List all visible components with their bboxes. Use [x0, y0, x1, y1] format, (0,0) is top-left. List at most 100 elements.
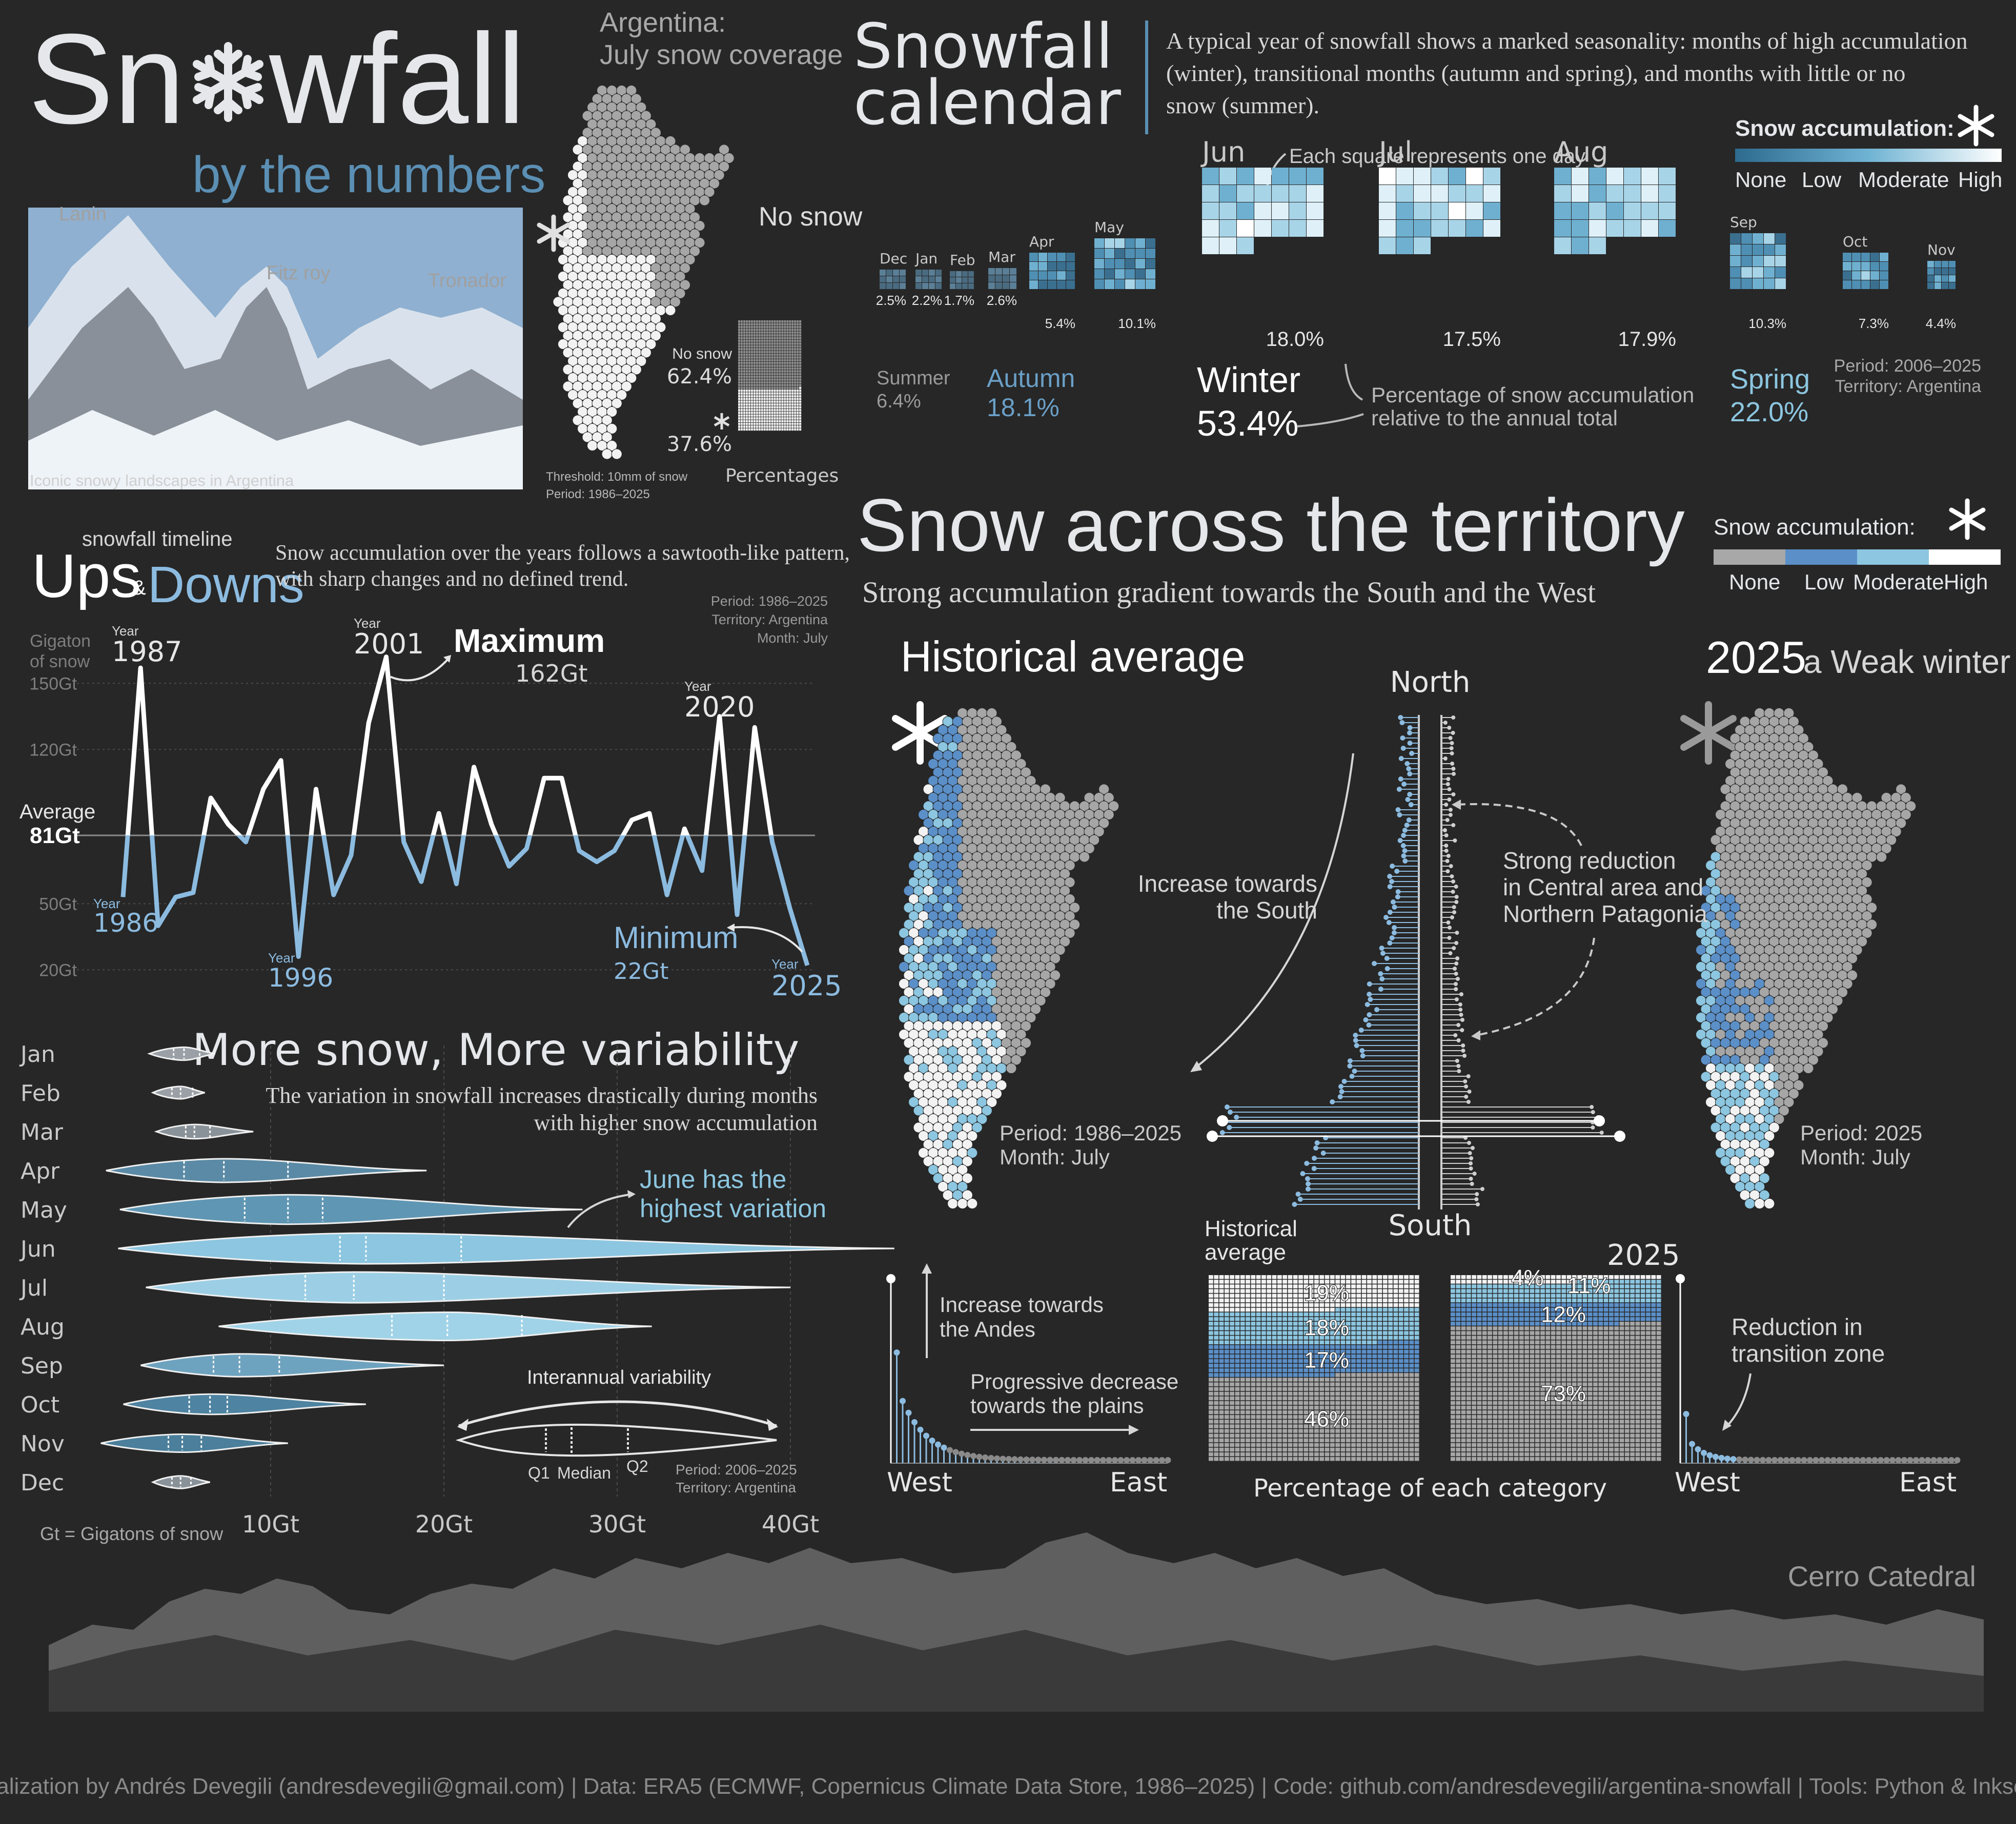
waffle-cell-no-snow — [771, 386, 773, 390]
lat-dot-hist — [1366, 1022, 1372, 1028]
category-waffle-cell — [1398, 1294, 1403, 1298]
lat-dot-hist — [1365, 1002, 1370, 1007]
waffle-cell-snow — [771, 408, 773, 412]
category-waffle-cell — [1277, 1331, 1282, 1335]
category-waffle-cell — [1256, 1303, 1261, 1307]
category-waffle-cell — [1356, 1322, 1361, 1326]
waffle-cell-no-snow — [748, 370, 750, 373]
season-spring-label: Spring — [1730, 364, 1810, 395]
waffle-cell-no-snow — [784, 351, 786, 353]
calendar-day — [1146, 249, 1155, 258]
calendar-day — [922, 283, 928, 289]
category-waffle-cell — [1388, 1307, 1393, 1312]
category-waffle-cell — [1293, 1275, 1298, 1279]
lat-dot-2025 — [1474, 1197, 1479, 1201]
waffle-cell-no-snow — [766, 329, 768, 331]
coverage-hex — [699, 195, 710, 206]
category-waffle-cell — [1256, 1382, 1261, 1386]
waffle-cell-no-snow — [738, 378, 741, 381]
waffle-cell-snow — [766, 403, 768, 406]
waffle-cell-snow — [791, 398, 794, 400]
waffle-cell-no-snow — [771, 329, 773, 331]
calendar-day — [1414, 168, 1431, 185]
waffle-cell-no-snow — [763, 342, 766, 345]
variability-legend-arrow-right — [767, 1419, 778, 1431]
waffle-cell-no-snow — [781, 381, 784, 384]
category-waffle-cell — [1272, 1294, 1277, 1298]
waffle-cell-snow — [771, 420, 773, 422]
timeline-kicker: snowfall timeline — [82, 528, 232, 550]
waffle-cell-snow — [771, 417, 773, 420]
category-waffle-cell — [1267, 1340, 1272, 1344]
waffle-cell-snow — [761, 395, 763, 398]
lat-dot-hist — [1392, 925, 1397, 930]
calendar-day — [1942, 275, 1948, 282]
category-waffle-cell — [1367, 1322, 1372, 1326]
category-waffle-cell — [1230, 1317, 1234, 1321]
waffle-cell-no-snow — [771, 362, 773, 364]
territory-legend-label-moderate: Moderate — [1853, 570, 1944, 594]
main-title-start: Sn — [28, 7, 185, 150]
calendar-day — [1606, 185, 1623, 202]
waffle-cell-no-snow — [784, 334, 786, 337]
category-waffle-cell — [1382, 1280, 1388, 1284]
lat-dot-2025 — [1444, 833, 1449, 837]
calendar-day — [1289, 202, 1306, 219]
category-waffle-cell — [1414, 1289, 1419, 1293]
coverage-hex — [679, 279, 691, 291]
category-waffle-cell — [1314, 1275, 1319, 1279]
waffle-cell-no-snow — [794, 331, 797, 334]
waffle-cell-snow — [748, 403, 750, 406]
category-waffle-cell — [1361, 1284, 1367, 1288]
stem-dot — [1112, 1457, 1118, 1463]
waffle-cell-snow — [740, 417, 743, 420]
category-waffle-cell — [1277, 1317, 1282, 1321]
stem-dot — [1000, 1456, 1006, 1462]
category-waffle-cell — [1261, 1317, 1266, 1321]
territory-legend-none — [1714, 549, 1785, 565]
waffle-cell-no-snow — [779, 381, 781, 384]
category-waffle-cell — [1282, 1349, 1287, 1354]
lat-dot-hist — [1304, 1161, 1310, 1166]
category-waffle-cell — [1230, 1312, 1234, 1317]
waffle-cell-snow — [768, 403, 771, 406]
waffle-cell-no-snow — [771, 384, 773, 386]
category-waffle-cell — [1219, 1289, 1224, 1293]
waffle-cell-no-snow — [750, 323, 753, 325]
waffle-cell-snow — [771, 403, 773, 406]
year-word-1986: Year — [93, 896, 120, 911]
waffle-cell-no-snow — [779, 342, 781, 345]
waffle-cell-no-snow — [745, 331, 748, 334]
category-waffle-cell — [1256, 1294, 1261, 1298]
stem-dot — [1047, 1457, 1053, 1463]
calendar-section: Snowfall calendar A typical year of snow… — [853, 11, 2002, 443]
category-waffle-cell — [1351, 1322, 1356, 1326]
waffle-cell-no-snow — [743, 345, 746, 348]
category-waffle-cell — [1340, 1382, 1346, 1386]
calendar-title-1: Snowfall — [853, 11, 1113, 83]
stem-dot — [1100, 1457, 1106, 1463]
waffle-cell-no-snow — [766, 353, 768, 356]
category-waffle-cell — [1393, 1294, 1398, 1298]
calendar-day — [1115, 249, 1125, 258]
category-waffle-cell — [1393, 1368, 1398, 1372]
hist-map-hex — [1001, 733, 1012, 744]
category-waffle-cell — [1346, 1378, 1351, 1382]
lat-dot-2025 — [1469, 1156, 1474, 1160]
category-waffle-cell — [1409, 1331, 1414, 1335]
category-waffle-cell — [1319, 1307, 1325, 1312]
violin-tick-label: 10Gt — [242, 1510, 299, 1538]
lat-dot-hist — [1402, 858, 1408, 864]
waffle-cell-no-snow — [786, 356, 789, 359]
calendar-day — [1843, 271, 1851, 280]
lat-dot-2025 — [1461, 1043, 1465, 1048]
category-waffle-cell — [1346, 1387, 1351, 1391]
waffle-cell-no-snow — [766, 364, 768, 367]
territory-legend-low — [1785, 549, 1857, 565]
category-waffle-cell — [1256, 1373, 1261, 1377]
lat-dot-2025 — [1447, 726, 1452, 730]
calendar-day — [1880, 262, 1888, 271]
waffle-cell-snow — [791, 395, 794, 398]
calendar-day — [1105, 279, 1114, 289]
waffle-cell-no-snow — [766, 325, 768, 329]
